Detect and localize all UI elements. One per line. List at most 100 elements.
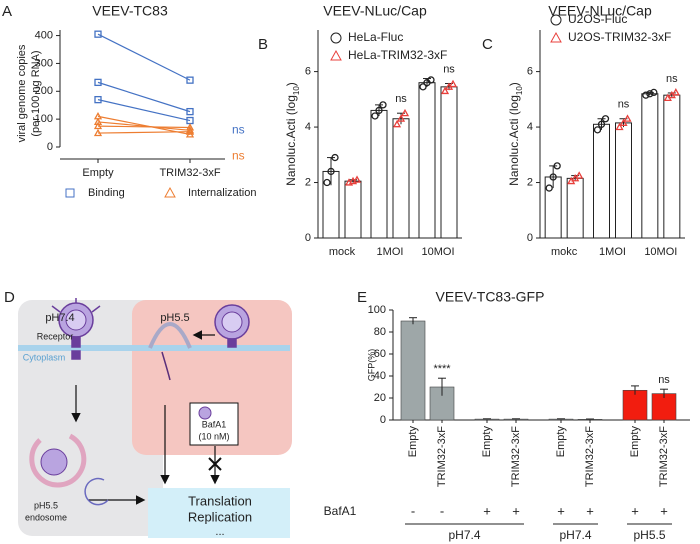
y-tick-label: 0 <box>47 141 53 153</box>
point <box>375 106 383 115</box>
chart-title: VEEV-NLuc/Cap <box>323 3 427 19</box>
y-tick-label: 400 <box>35 29 53 41</box>
x-tick-label: TRIM32-3xF <box>159 167 220 179</box>
point <box>619 118 628 126</box>
x-tick-label: TRIM32-3xF <box>584 426 596 487</box>
y-label-suffix: ) <box>284 82 298 86</box>
x-tick-label: Empty <box>407 426 419 458</box>
bar <box>615 122 632 239</box>
point <box>323 178 331 187</box>
y-label-text: Nanoluc.Acti (log <box>284 95 298 186</box>
legend-marker <box>164 186 176 198</box>
outcome-text: ... <box>215 526 224 538</box>
block-mark <box>208 457 222 471</box>
x-tick-label: mock <box>329 246 356 258</box>
treatment-sign: + <box>631 503 639 518</box>
y-tick-label: 40 <box>374 370 386 382</box>
y-axis-label: (per 100 ng RNA) <box>30 50 42 136</box>
bar <box>392 118 410 239</box>
group-label: pH7.4 <box>448 528 480 542</box>
bar <box>418 82 436 239</box>
annotation: **** <box>433 363 451 375</box>
x-tick-label: 10MOI <box>644 246 677 258</box>
endosome-label: endosome <box>25 512 67 522</box>
y-tick-label: 6 <box>305 66 311 78</box>
rna <box>161 351 171 381</box>
point <box>615 122 624 131</box>
point <box>93 128 103 137</box>
endosome-membrane <box>29 433 87 488</box>
y-tick-label: 2 <box>527 176 533 188</box>
chart-title: VEEV-TC83-GFP <box>436 289 545 305</box>
x-tick-label: mokc <box>551 246 578 258</box>
cell-region <box>18 300 163 536</box>
ph-label: pH7.4 <box>45 312 74 324</box>
x-tick-label: Empty <box>82 167 114 179</box>
annotation: ns <box>443 63 455 75</box>
group-label: pH7.4 <box>559 528 591 542</box>
y-tick-label: 100 <box>368 304 386 316</box>
treatment-sign: + <box>483 503 491 518</box>
endosome-virus <box>40 448 68 476</box>
x-tick-label: Empty <box>629 426 641 458</box>
drug-box <box>189 402 239 446</box>
diagram: D pH7.4 pH5.5 Receptor Cytoplasm BafA1 (… <box>4 289 292 538</box>
treatment-label: BafA1 <box>324 504 357 518</box>
y-axis-label: GFP(%) <box>366 349 376 382</box>
x-tick-label: TRIM32-3xF <box>658 426 670 487</box>
panel-label: E <box>357 289 367 306</box>
point <box>427 76 435 84</box>
panel-label: D <box>4 289 15 306</box>
group-label: pH5.5 <box>633 528 665 542</box>
drug-label: BafA1 <box>202 419 227 429</box>
outcome-text: Translation <box>188 493 252 508</box>
point <box>94 95 102 104</box>
replicate-line <box>97 121 191 131</box>
panel-label: A <box>2 3 12 20</box>
y-tick-label: 300 <box>35 57 53 69</box>
point <box>601 115 610 123</box>
x-tick-label: TRIM32-3xF <box>510 426 522 487</box>
legend-marker <box>330 32 342 44</box>
receptor-label: Receptor <box>37 331 74 341</box>
y-tick-label: 0 <box>380 414 386 426</box>
bar <box>440 86 458 239</box>
legend-label: HeLa-TRIM32-3xF <box>348 48 447 62</box>
virus-left <box>51 298 101 360</box>
point <box>400 108 410 117</box>
y-axis-label: Nanoluc.Acti (log10) <box>284 82 300 186</box>
point <box>93 121 103 130</box>
x-tick-label: 1MOI <box>599 246 626 258</box>
treatment-sign: + <box>660 503 668 518</box>
y-label-sub: 10 <box>292 86 301 95</box>
panel-label: C <box>482 36 493 53</box>
y-tick-label: 0 <box>527 232 533 244</box>
point <box>642 91 650 99</box>
bar <box>566 177 584 239</box>
y-tick-label: 2 <box>305 176 311 188</box>
x-tick-label: Empty <box>555 426 567 458</box>
point <box>94 78 102 87</box>
treatment-sign: + <box>557 503 565 518</box>
y-tick-label: 60 <box>374 348 386 360</box>
y-label-text: Nanoluc.Acti (log <box>507 95 521 186</box>
point <box>186 107 194 116</box>
y-axis-label: Nanoluc.Acti (log10) <box>507 82 523 186</box>
point <box>545 184 553 192</box>
y-tick-label: 4 <box>527 121 533 133</box>
point <box>352 175 362 183</box>
budding-membrane <box>148 322 192 349</box>
y-axis-label: viral genome copies <box>16 44 28 142</box>
y-tick-label: 200 <box>35 85 53 97</box>
annotation: ns <box>232 123 245 137</box>
replicate-line <box>97 99 191 122</box>
legend-label: Internalization <box>188 187 257 199</box>
bar <box>344 180 362 239</box>
point <box>623 114 632 122</box>
point <box>396 114 406 122</box>
outcome-box <box>148 488 290 538</box>
x-tick-label: 10MOI <box>421 246 454 258</box>
legend-label: U2OS-Fluc <box>568 12 627 26</box>
uncoated <box>84 477 109 506</box>
